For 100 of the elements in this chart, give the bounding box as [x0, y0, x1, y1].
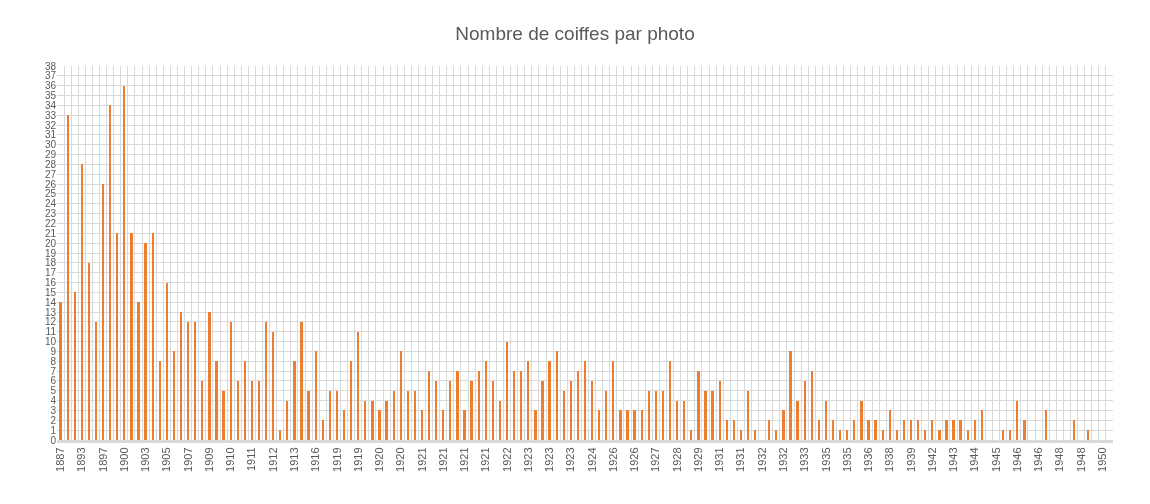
bar: [109, 105, 111, 440]
bar: [1002, 430, 1004, 440]
bar: [385, 401, 388, 440]
bar: [931, 420, 933, 440]
bar: [336, 391, 338, 440]
x-tick-label: 1948: [1053, 447, 1066, 472]
bar: [378, 410, 381, 440]
y-tick-label: 3: [50, 404, 57, 416]
bar: [201, 381, 203, 440]
bar: [556, 351, 558, 440]
bar: [924, 430, 926, 440]
bar: [541, 381, 544, 440]
bar: [237, 381, 239, 440]
bar: [711, 391, 714, 440]
bar: [1045, 410, 1047, 440]
bar: [811, 371, 813, 440]
x-tick-label: 1905: [160, 447, 173, 472]
bar: [804, 381, 806, 440]
x-tick-label: 1919: [330, 447, 343, 472]
x-tick-label: 1912: [266, 447, 279, 472]
y-tick-label: 37: [44, 70, 57, 82]
bar: [322, 420, 324, 440]
x-tick-label: 1920: [394, 447, 407, 472]
x-tick-label: 1900: [117, 447, 130, 472]
bar: [251, 381, 253, 440]
bar: [329, 391, 331, 440]
y-tick-label: 34: [44, 99, 57, 111]
y-tick-label: 35: [44, 90, 57, 102]
bar: [414, 391, 416, 440]
bar: [520, 371, 522, 440]
y-tick-label: 27: [44, 168, 57, 180]
x-tick-label: 1923: [521, 447, 534, 472]
y-tick-label: 0: [50, 434, 57, 446]
x-tick-label: 1903: [139, 447, 152, 472]
bar: [300, 322, 303, 440]
y-tick-label: 19: [44, 247, 57, 259]
bar: [796, 401, 799, 440]
bar: [669, 361, 671, 440]
y-tick-label: 7: [50, 365, 57, 377]
bar: [1009, 430, 1011, 440]
bar: [676, 401, 678, 440]
x-tick-label: 1950: [1095, 447, 1108, 472]
x-tick-label: 1921: [436, 447, 449, 472]
bar: [641, 410, 643, 440]
bar: [1016, 401, 1018, 440]
x-tick-label: 1936: [862, 447, 875, 472]
bar: [719, 381, 721, 440]
bar: [492, 381, 494, 440]
bar: [570, 381, 572, 440]
bar: [59, 302, 62, 440]
y-tick-label: 14: [44, 296, 57, 308]
bar: [938, 430, 941, 440]
bar: [740, 430, 742, 440]
bar: [882, 430, 884, 440]
bar: [435, 381, 437, 440]
y-tick-label: 23: [44, 208, 57, 220]
y-tick-label: 9: [50, 345, 57, 357]
x-tick-label: 1927: [649, 447, 662, 472]
chart-title: Nombre de coiffes par photo: [455, 23, 695, 45]
bar: [371, 401, 374, 440]
x-tick-label: 1910: [224, 447, 237, 472]
bar: [428, 371, 430, 440]
bar: [789, 351, 792, 440]
bar: [152, 233, 154, 440]
bar: [648, 391, 650, 440]
bar: [74, 292, 76, 440]
y-tick-label: 18: [44, 257, 57, 269]
bar: [315, 351, 317, 440]
x-tick-label: 1926: [628, 447, 641, 472]
y-tick-label: 1: [50, 424, 57, 436]
bar: [619, 410, 622, 440]
bar: [279, 430, 281, 440]
bar: [832, 420, 834, 440]
y-tick-label: 29: [44, 149, 57, 161]
bar: [173, 351, 175, 440]
x-tick-label: 1942: [925, 447, 938, 472]
bar: [726, 420, 728, 440]
y-tick-label: 16: [44, 277, 57, 289]
x-tick-label: 1944: [968, 447, 981, 472]
bar: [704, 391, 707, 440]
bar: [137, 302, 140, 440]
bar: [506, 342, 508, 440]
bar: [605, 391, 607, 440]
bar: [598, 410, 600, 440]
y-tick-label: 15: [44, 286, 57, 298]
x-tick-label: 1921: [415, 447, 428, 472]
bar: [130, 233, 133, 440]
bar: [421, 410, 423, 440]
bar: [456, 371, 459, 440]
x-tick-label: 1932: [755, 447, 768, 472]
bar: [513, 371, 515, 440]
bar: [95, 322, 97, 440]
y-tick-label: 26: [44, 178, 57, 190]
bar: [867, 420, 870, 440]
bar: [208, 312, 211, 440]
x-tick-label: 1921: [479, 447, 492, 472]
bar: [662, 391, 664, 440]
bar: [485, 361, 487, 440]
y-tick-label: 22: [44, 217, 57, 229]
bar: [463, 410, 466, 440]
